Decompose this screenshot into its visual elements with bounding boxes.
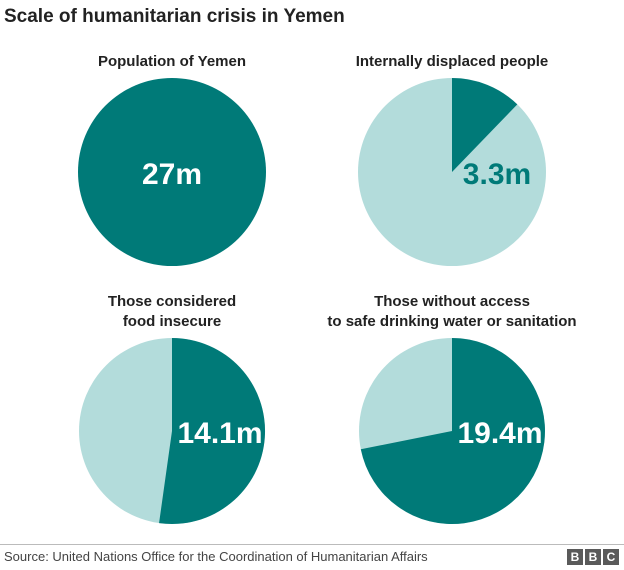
panel-title-line: food insecure (122, 313, 222, 330)
panel-title-line: Population of Yemen (97, 53, 247, 70)
panel-title: Those without access to safe drinking wa… (302, 292, 602, 332)
bbc-logo-letter: C (603, 549, 619, 565)
pie-value-label: 14.1m (177, 417, 262, 450)
pie-slice-value (360, 338, 545, 524)
chart-title: Scale of humanitarian crisis in Yemen (4, 6, 345, 27)
source-note: Source: United Nations Office for the Co… (4, 549, 428, 564)
panel-title: Those considered food insecure (22, 292, 322, 332)
pie-chart-food-insecure: 14.1m (79, 338, 266, 524)
pie-chart-displaced: 3.3m (358, 78, 546, 266)
panel-title: Population of Yemen (22, 52, 322, 72)
panel-water-sanitation: Those without access to safe drinking wa… (302, 292, 602, 532)
footer-divider (0, 544, 624, 545)
panel-title: Internally displaced people (302, 52, 602, 72)
panel-title-line: Those without access (374, 293, 530, 310)
panel-population: Population of Yemen 27m (22, 50, 322, 290)
pie-value-label: 3.3m (463, 158, 531, 191)
panel-displaced: Internally displaced people 3.3m (302, 50, 602, 290)
pie-slice-value (159, 338, 266, 524)
pie-slice-value (78, 78, 266, 266)
pie-chart-population: 27m (78, 78, 266, 266)
pie-chart-water-sanitation: 19.4m (359, 338, 545, 524)
pie-value-label: 19.4m (457, 417, 542, 450)
panel-title-line: to safe drinking water or sanitation (327, 313, 577, 330)
panel-title-line: Those considered (107, 293, 237, 310)
panel-title-line: Internally displaced people (355, 53, 549, 70)
bbc-logo: B B C (567, 549, 619, 565)
bbc-logo-letter: B (567, 549, 583, 565)
panel-food-insecure: Those considered food insecure 14.1m (22, 292, 322, 532)
pie-value-label: 27m (142, 158, 202, 191)
pie-slice-value (452, 78, 518, 172)
bbc-logo-letter: B (585, 549, 601, 565)
